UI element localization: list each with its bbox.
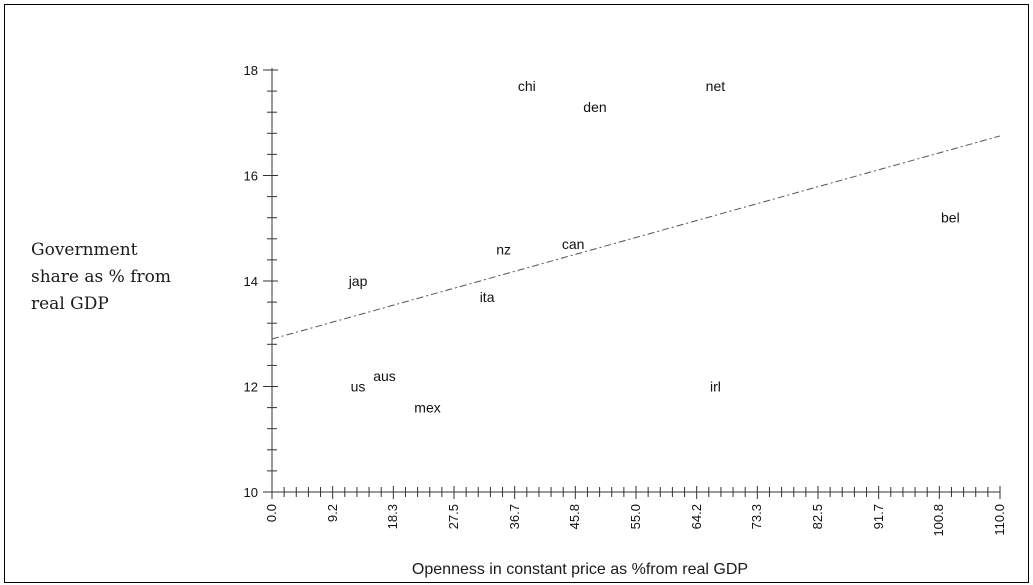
y-tick-label: 12 bbox=[244, 380, 258, 395]
point-jap: jap bbox=[348, 273, 368, 289]
y-tick-label: 14 bbox=[244, 274, 258, 289]
x-tick-label: 64.2 bbox=[689, 504, 704, 529]
point-us: us bbox=[351, 379, 366, 395]
x-tick-label: 9.2 bbox=[325, 504, 340, 522]
x-tick-label: 18.3 bbox=[385, 504, 400, 529]
axes bbox=[271, 68, 1000, 493]
point-ita: ita bbox=[480, 289, 495, 305]
x-tick-label: 82.5 bbox=[810, 504, 825, 529]
y-axis-label: Government share as % from real GDP bbox=[31, 240, 171, 314]
point-bel: bel bbox=[941, 210, 960, 226]
point-chi: chi bbox=[518, 78, 536, 94]
y-tick-label: 10 bbox=[244, 485, 258, 500]
x-tick-label: 0.0 bbox=[264, 504, 279, 522]
fit-line bbox=[271, 135, 1001, 340]
x-tick-label: 91.7 bbox=[871, 504, 886, 529]
ticks: 10 12 14 16 18 0.0 9.2 18.3 27.5 36.7 45.8 55.0 64.2… bbox=[244, 63, 1007, 537]
point-aus: aus bbox=[373, 368, 396, 384]
trend-line bbox=[271, 135, 1001, 340]
x-axis-label: Openness in constant price as %from real… bbox=[411, 561, 749, 578]
point-den: den bbox=[583, 99, 606, 115]
x-tick-label: 110.0 bbox=[992, 504, 1007, 536]
x-tick-label: 27.5 bbox=[446, 504, 461, 529]
x-tick-label: 45.8 bbox=[567, 504, 582, 529]
x-tick-label: 100.8 bbox=[931, 504, 946, 537]
point-net: net bbox=[706, 78, 726, 94]
y-tick-label: 18 bbox=[244, 63, 258, 78]
y-tick-label: 16 bbox=[244, 169, 258, 184]
chart-frame: 10 12 14 16 18 0.0 9.2 18.3 27.5 36.7 45.8 55.0 64.2… bbox=[4, 4, 1029, 583]
scatter-chart: 10 12 14 16 18 0.0 9.2 18.3 27.5 36.7 45.8 55.0 64.2… bbox=[244, 63, 1007, 537]
point-mex: mex bbox=[414, 400, 440, 416]
x-tick-label: 73.3 bbox=[749, 504, 764, 529]
x-tick-label: 36.7 bbox=[507, 504, 522, 529]
point-can: can bbox=[562, 236, 585, 252]
x-tick-label: 55.0 bbox=[628, 504, 643, 529]
point-nz: nz bbox=[496, 241, 511, 257]
point-irl: irl bbox=[710, 379, 721, 395]
